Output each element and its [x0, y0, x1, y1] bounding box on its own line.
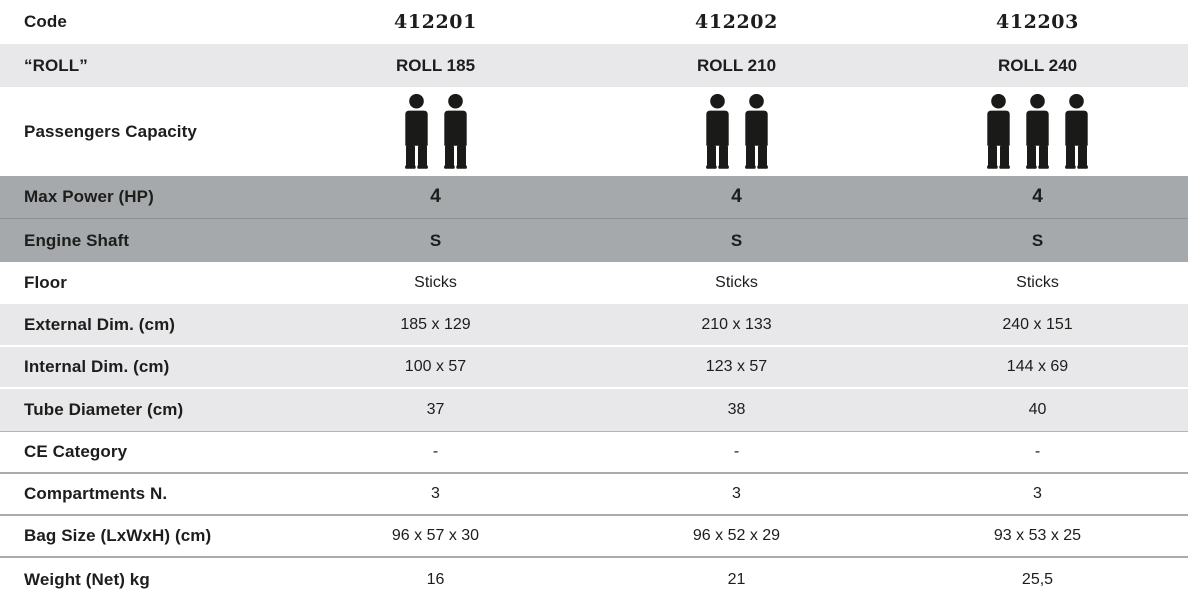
compartments-value-2: 3 [732, 485, 741, 502]
code-value-1: 412201 [394, 11, 477, 33]
row-passengers-capacity: Passengers Capacity [0, 87, 1188, 176]
row-code: Code 412201 412202 412203 [0, 0, 1188, 44]
external-dim-value-3: 240 x 151 [1002, 315, 1073, 333]
person-icon [704, 94, 731, 169]
bag-size-value-3: 93 x 53 x 25 [993, 527, 1082, 544]
row-label-code: Code [24, 12, 67, 31]
ce-category-value-3: - [1034, 443, 1041, 460]
row-bag-size: Bag Size (LxWxH) (cm) 96 x 57 x 30 96 x … [0, 516, 1188, 558]
ce-category-value-2: - [733, 443, 740, 460]
internal-dim-value-3: 144 x 69 [1006, 358, 1069, 375]
passenger-icons-3 [887, 87, 1188, 176]
row-label-max-power: Max Power (HP) [24, 187, 154, 206]
person-icon [442, 94, 469, 169]
row-label-weight-net: Weight (Net) kg [24, 569, 150, 589]
code-value-3: 412203 [996, 11, 1079, 33]
max-power-value-1: 4 [430, 186, 441, 207]
max-power-value-3: 4 [1032, 186, 1043, 207]
row-label-external-dim: External Dim. (cm) [24, 314, 176, 334]
roll-value-3: ROLL 240 [997, 55, 1078, 75]
external-dim-value-1: 185 x 129 [400, 315, 471, 333]
compartments-value-3: 3 [1033, 485, 1042, 502]
max-power-value-2: 4 [731, 186, 742, 207]
weight-value-2: 21 [727, 570, 746, 588]
floor-value-3: Sticks [1016, 274, 1059, 291]
row-label-floor: Floor [24, 273, 67, 292]
row-label-compartments: Compartments N. [24, 484, 168, 503]
row-label-bag-size: Bag Size (LxWxH) (cm) [24, 526, 212, 545]
row-roll: “ROLL” ROLL 185 ROLL 210 ROLL 240 [0, 44, 1188, 87]
row-label-roll: “ROLL” [24, 55, 88, 75]
engine-shaft-value-2: S [730, 230, 743, 250]
person-icon [1063, 94, 1090, 169]
external-dim-value-2: 210 x 133 [701, 315, 772, 333]
engine-shaft-value-3: S [1031, 230, 1044, 250]
weight-value-3: 25,5 [1021, 570, 1054, 588]
ce-category-value-1: - [432, 443, 439, 460]
person-icon [403, 94, 430, 169]
spec-table: Code 412201 412202 412203 “ROLL” ROLL 18… [0, 0, 1188, 601]
code-value-2: 412202 [695, 11, 778, 33]
floor-value-1: Sticks [414, 274, 457, 291]
row-label-passengers-capacity: Passengers Capacity [24, 121, 197, 141]
passenger-icons-2 [586, 87, 887, 176]
bag-size-value-1: 96 x 57 x 30 [391, 527, 480, 544]
row-engine-shaft: Engine Shaft S S S [0, 219, 1188, 262]
roll-value-2: ROLL 210 [696, 55, 777, 75]
row-external-dim: External Dim. (cm) 185 x 129 210 x 133 2… [0, 304, 1188, 347]
row-label-ce-category: CE Category [24, 442, 128, 461]
row-label-tube-diameter: Tube Diameter (cm) [24, 400, 184, 419]
row-internal-dim: Internal Dim. (cm) 100 x 57 123 x 57 144… [0, 347, 1188, 389]
row-compartments: Compartments N. 3 3 3 [0, 474, 1188, 516]
compartments-value-1: 3 [431, 485, 440, 502]
row-ce-category: CE Category - - - [0, 432, 1188, 474]
person-icon [1024, 94, 1051, 169]
tube-diameter-value-1: 37 [426, 401, 445, 418]
internal-dim-value-1: 100 x 57 [404, 358, 467, 375]
person-icon [985, 94, 1012, 169]
person-icon [743, 94, 770, 169]
tube-diameter-value-3: 40 [1028, 401, 1047, 418]
passenger-icons-1 [285, 87, 586, 176]
row-max-power: Max Power (HP) 4 4 4 [0, 176, 1188, 219]
engine-shaft-value-1: S [429, 230, 442, 250]
weight-value-1: 16 [426, 570, 445, 588]
tube-diameter-value-2: 38 [727, 401, 746, 418]
row-tube-diameter: Tube Diameter (cm) 37 38 40 [0, 389, 1188, 432]
internal-dim-value-2: 123 x 57 [705, 358, 768, 375]
row-label-engine-shaft: Engine Shaft [24, 230, 130, 250]
bag-size-value-2: 96 x 52 x 29 [692, 527, 781, 544]
floor-value-2: Sticks [715, 274, 758, 291]
row-label-internal-dim: Internal Dim. (cm) [24, 357, 170, 376]
roll-value-1: ROLL 185 [395, 55, 476, 75]
row-floor: Floor Sticks Sticks Sticks [0, 262, 1188, 304]
row-weight-net: Weight (Net) kg 16 21 25,5 [0, 558, 1188, 601]
